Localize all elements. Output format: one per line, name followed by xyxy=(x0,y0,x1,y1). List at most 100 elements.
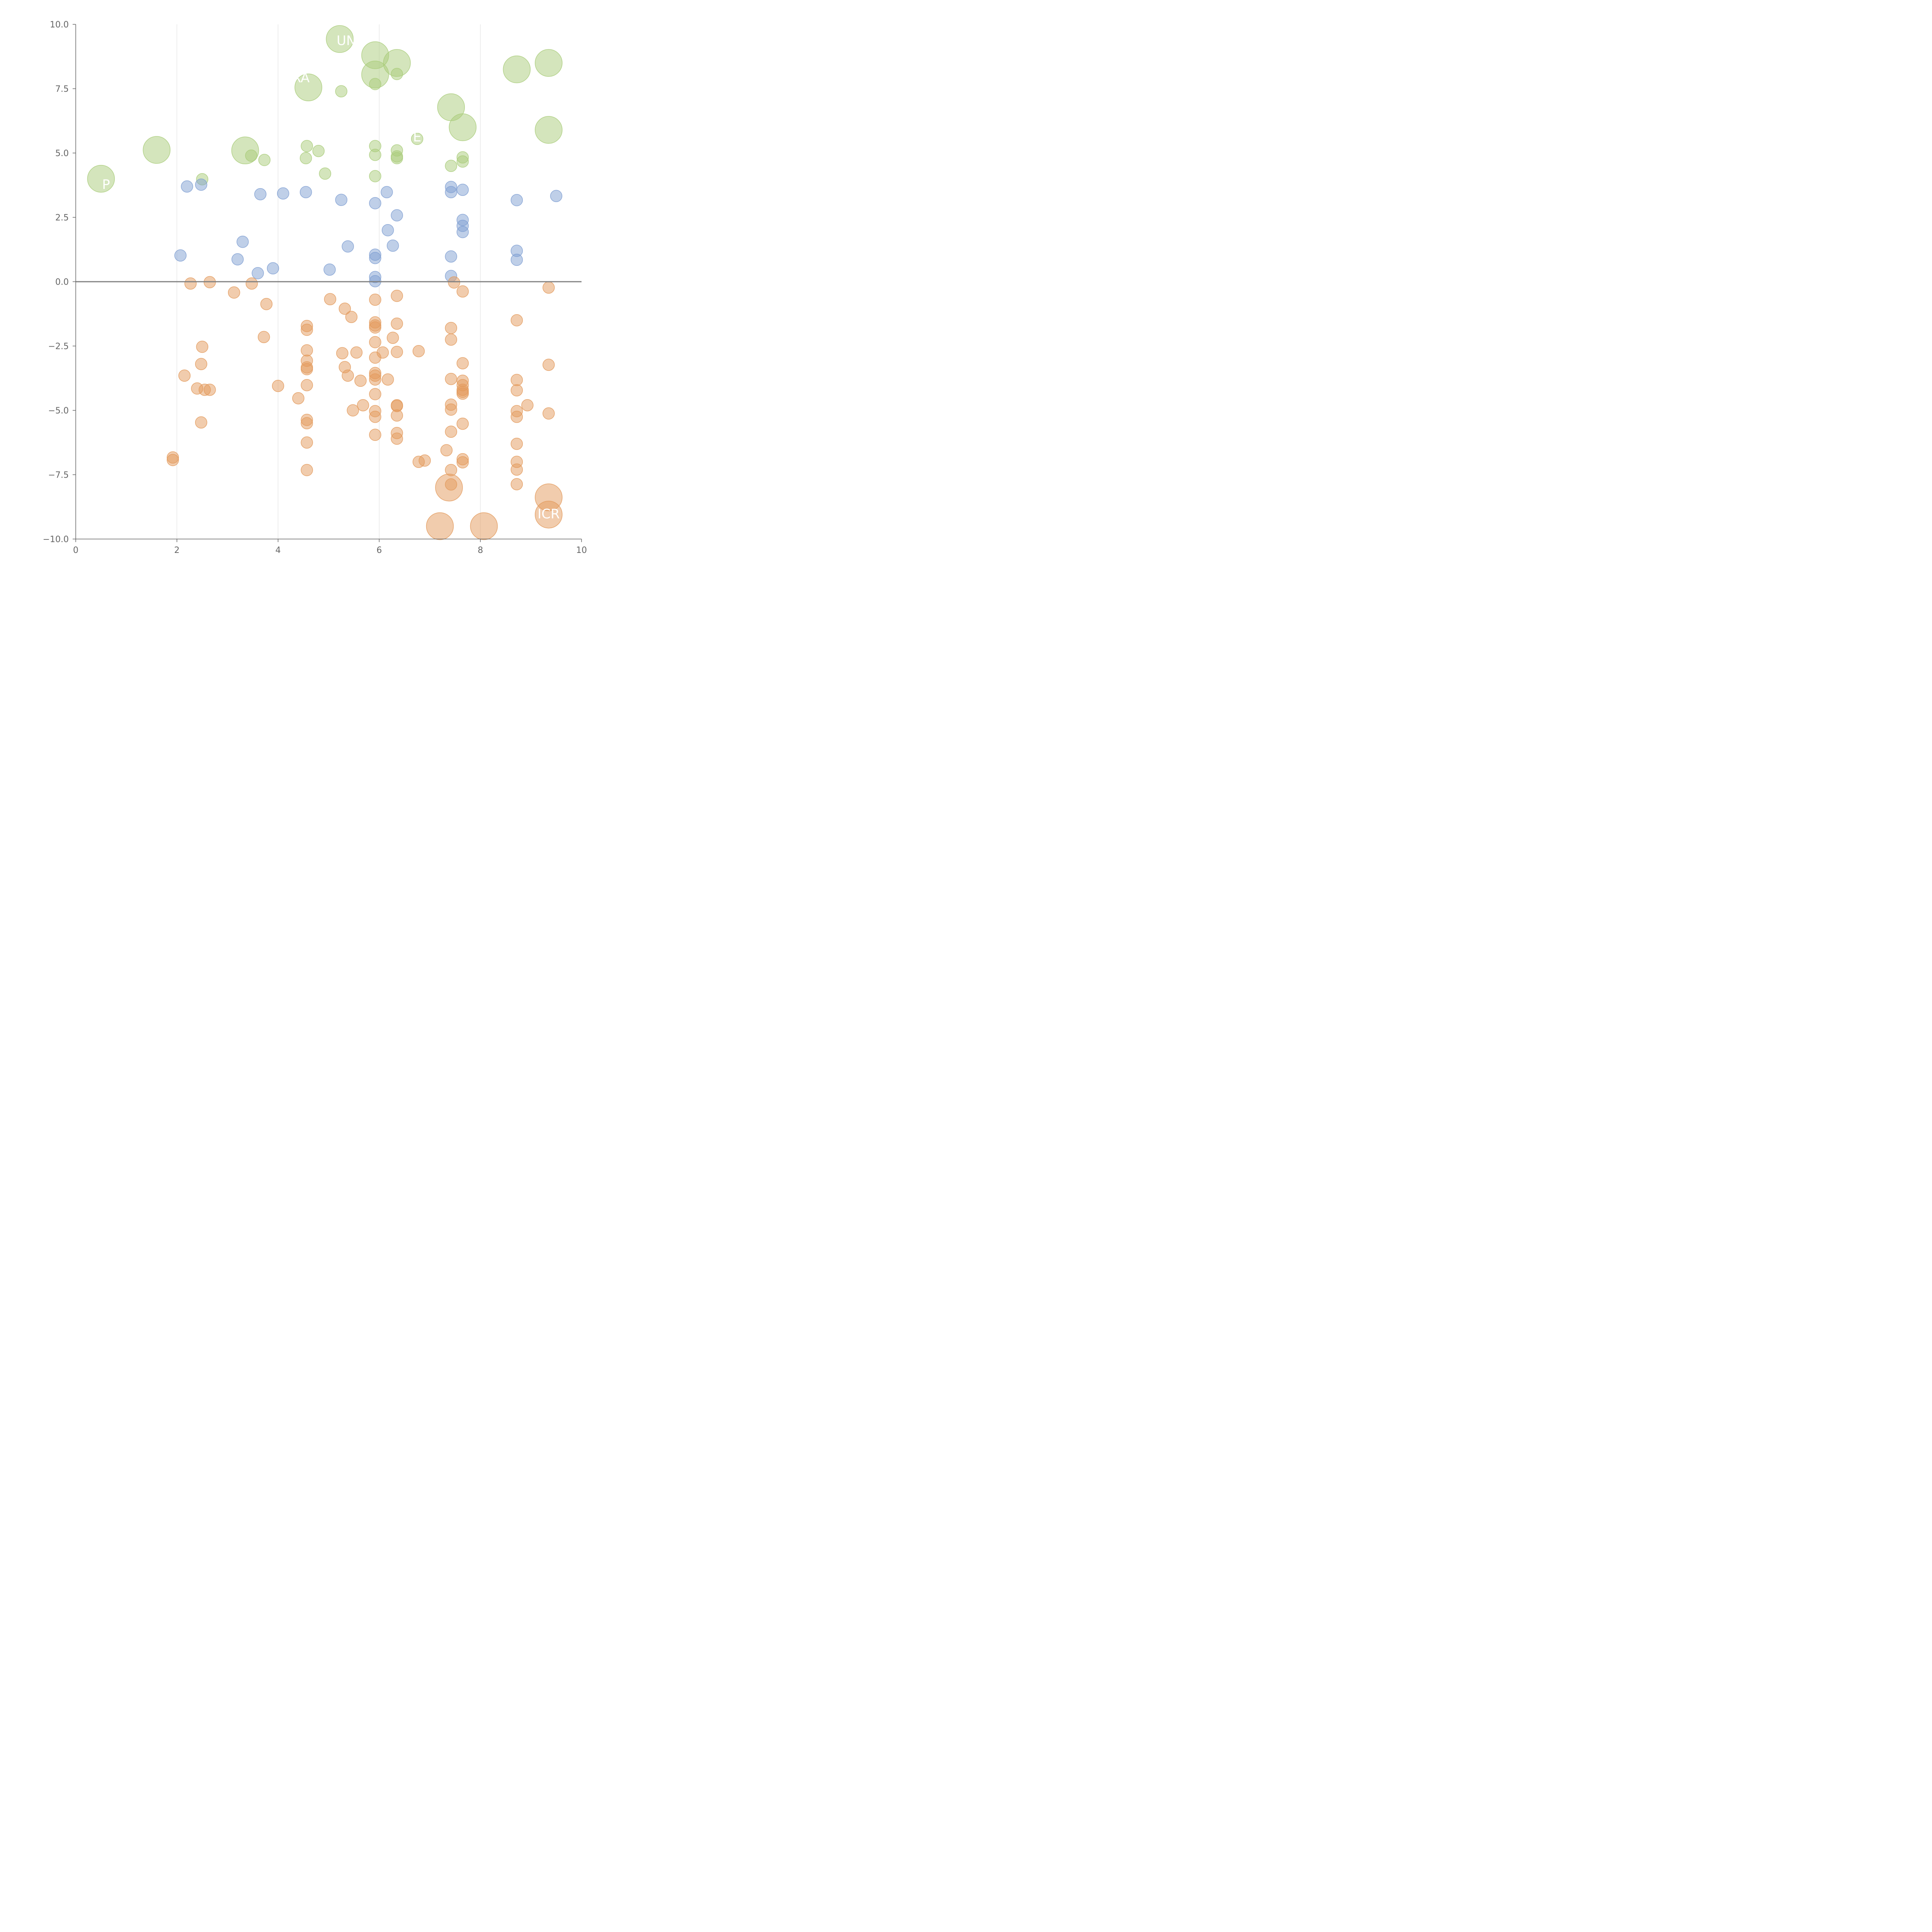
bubble-blue xyxy=(510,253,523,266)
bubble-orange xyxy=(369,410,381,423)
bubble-orange xyxy=(195,416,207,429)
y-tick-label: 10.0 xyxy=(50,20,69,30)
bubble-orange xyxy=(354,374,367,387)
bubble-blue xyxy=(252,267,264,279)
bubble-label: E xyxy=(413,129,421,145)
bubble-green xyxy=(503,55,531,83)
bubble-orange xyxy=(350,346,363,359)
bubble-blue xyxy=(369,197,381,209)
bubble-blue xyxy=(456,184,469,196)
bubble-blue xyxy=(277,187,289,200)
x-tick-label: 2 xyxy=(174,546,180,555)
bubble-green xyxy=(245,149,257,162)
bubble-orange xyxy=(445,425,457,438)
bubble-green xyxy=(301,140,313,152)
bubble-green xyxy=(143,136,171,164)
bubble-orange xyxy=(391,432,403,445)
bubble-orange xyxy=(391,409,403,422)
y-tick-label: 2.5 xyxy=(55,213,69,223)
bubble-orange xyxy=(445,322,457,334)
bubble-green xyxy=(369,148,381,161)
bubble-green xyxy=(258,154,271,166)
bubble-orange xyxy=(510,374,523,386)
bubble-green xyxy=(535,49,563,77)
bubble-orange xyxy=(347,404,359,417)
bubble-orange xyxy=(510,463,523,476)
bubble-orange xyxy=(228,286,240,299)
bubble-orange xyxy=(195,358,207,370)
y-tick-label: 7.5 xyxy=(55,85,69,94)
x-tick-label: 4 xyxy=(276,546,281,555)
bubble-orange xyxy=(369,321,381,334)
bubble-scatter-chart: 0 2 4 6 8 10 10.0 7.5 5.0 2.5 0.0 −2.5 −5.0 −7.5 −10.0… xyxy=(0,0,606,606)
bubble-orange xyxy=(369,429,381,441)
x-tick-label: 0 xyxy=(73,546,78,555)
bubble-orange xyxy=(357,399,369,412)
bubble-green xyxy=(87,165,115,193)
bubble-label: P xyxy=(102,177,110,192)
bubble-blue xyxy=(445,186,457,198)
bubble-orange xyxy=(301,363,313,376)
bubble-green xyxy=(319,167,332,180)
bubble-orange xyxy=(178,369,191,382)
bubble-green xyxy=(391,68,403,80)
bubble-orange xyxy=(386,332,399,344)
bubble-orange xyxy=(445,333,457,346)
bubble-orange xyxy=(426,512,454,540)
bubble-orange xyxy=(301,379,313,391)
data-points xyxy=(87,25,563,540)
y-tick-label: −5.0 xyxy=(48,406,69,416)
bubble-label: UN xyxy=(337,33,356,48)
bubble-orange xyxy=(543,407,555,420)
bubble-blue xyxy=(323,263,336,276)
x-tick-label: 10 xyxy=(576,546,587,555)
bubble-blue xyxy=(369,252,381,264)
bubble-orange xyxy=(369,388,381,400)
bubble-orange xyxy=(521,399,534,412)
bubble-green xyxy=(312,145,325,157)
bubble-orange xyxy=(445,478,457,491)
y-tick-label: −7.5 xyxy=(48,471,69,480)
bubble-orange xyxy=(342,369,354,382)
bubble-orange xyxy=(369,336,381,349)
bubble-orange xyxy=(381,373,394,386)
bubble-green xyxy=(391,152,403,165)
bubble-blue xyxy=(381,224,394,236)
bubble-blue xyxy=(181,180,193,193)
bubble-blue xyxy=(254,188,267,201)
bubble-orange xyxy=(470,512,498,540)
bubble-orange xyxy=(272,379,284,392)
bubble-orange xyxy=(535,500,563,529)
bubble-label: ICR xyxy=(537,507,560,522)
bubble-labels: P RA UN E ICR xyxy=(102,33,560,522)
bubble-label: RA xyxy=(292,70,310,86)
bubble-orange xyxy=(391,289,403,302)
bubble-orange xyxy=(456,456,469,469)
bubble-green xyxy=(294,73,322,101)
bubble-orange xyxy=(301,417,313,430)
bubble-orange xyxy=(510,384,523,396)
x-tick-label: 6 xyxy=(376,546,382,555)
bubble-green xyxy=(299,152,312,165)
bubble-orange xyxy=(369,373,381,386)
bubble-orange xyxy=(456,357,469,369)
bubble-orange xyxy=(448,276,460,289)
bubble-orange xyxy=(369,293,381,306)
bubble-orange xyxy=(292,392,304,405)
bubble-blue xyxy=(174,249,187,262)
bubble-orange xyxy=(440,444,453,456)
bubble-orange xyxy=(510,314,523,327)
bubble-orange xyxy=(376,346,389,359)
bubble-orange xyxy=(445,464,457,476)
bubble-blue xyxy=(195,179,207,191)
bubble-orange xyxy=(412,345,425,357)
bubble-orange xyxy=(301,464,313,476)
bubble-green xyxy=(369,78,381,90)
bubble-blue xyxy=(550,190,563,202)
bubble-orange xyxy=(391,317,403,330)
bubble-orange xyxy=(510,437,523,450)
bubble-orange xyxy=(456,387,469,400)
bubble-orange xyxy=(456,285,469,298)
y-tick-label: 5.0 xyxy=(55,149,69,158)
bubble-green xyxy=(335,85,347,97)
